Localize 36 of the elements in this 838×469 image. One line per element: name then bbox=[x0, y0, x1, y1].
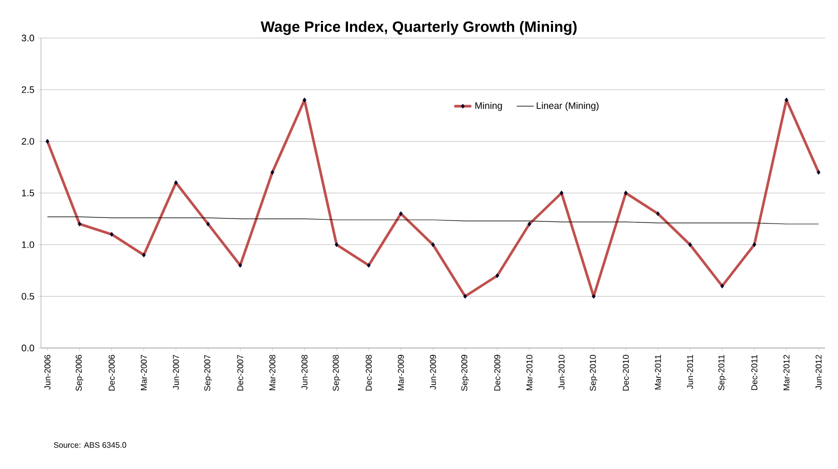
x-tick-label: Jun-2010 bbox=[558, 354, 565, 390]
y-tick-label: 1.0 bbox=[22, 241, 34, 248]
x-tick-label: Mar-2009 bbox=[398, 354, 404, 390]
x-tick-label: Jun-2007 bbox=[172, 354, 179, 390]
x-tick-label: Sep-2006 bbox=[76, 354, 84, 391]
y-tick-label: 3.0 bbox=[22, 34, 34, 42]
y-tick-label: 0.0 bbox=[22, 344, 34, 352]
x-tick-label: Sep-2009 bbox=[461, 354, 469, 391]
x-tick-label: Sep-2007 bbox=[204, 354, 212, 391]
line-series bbox=[46, 98, 820, 299]
y-tick-label: 2.5 bbox=[22, 86, 34, 94]
x-tick-label: Mar-2012 bbox=[783, 354, 790, 390]
x-tick-label: Jun-2012 bbox=[816, 354, 822, 390]
x-tick-label: Dec-2011 bbox=[751, 354, 758, 390]
x-tick-label: Dec-2009 bbox=[494, 354, 500, 391]
x-tick-label: Dec-2007 bbox=[237, 354, 244, 391]
x-tick-label: Jun-2008 bbox=[301, 354, 308, 390]
x-tick-label: Dec-2006 bbox=[108, 354, 115, 391]
legend-label: Mining bbox=[475, 102, 502, 111]
x-tick-label: Dec-2010 bbox=[622, 354, 629, 391]
x-tick-label: Jun-2009 bbox=[430, 354, 436, 390]
y-tick-label: 0.5 bbox=[22, 292, 34, 300]
x-tick-label: Mar-2008 bbox=[269, 354, 276, 390]
chart-title: Wage Price Index, Quarterly Growth (Mining) bbox=[260, 20, 577, 35]
x-tick-label: Sep-2011 bbox=[718, 354, 726, 390]
x-tick-label: Jun-2006 bbox=[44, 354, 50, 390]
x-tick-label: Mar-2007 bbox=[140, 354, 147, 390]
y-tick-label: 1.5 bbox=[22, 190, 34, 196]
x-tick-label: Dec-2008 bbox=[366, 354, 372, 391]
x-tick-label: Mar-2011 bbox=[654, 354, 661, 390]
legend-label: Linear (Mining) bbox=[536, 102, 599, 111]
x-tick-label: Sep-2010 bbox=[590, 354, 598, 391]
y-tick-label: 2.0 bbox=[22, 138, 34, 145]
x-tick-label: Jun-2011 bbox=[687, 354, 694, 390]
x-tick-label: Mar-2010 bbox=[526, 354, 532, 390]
x-tick-label: Sep-2008 bbox=[332, 354, 340, 391]
